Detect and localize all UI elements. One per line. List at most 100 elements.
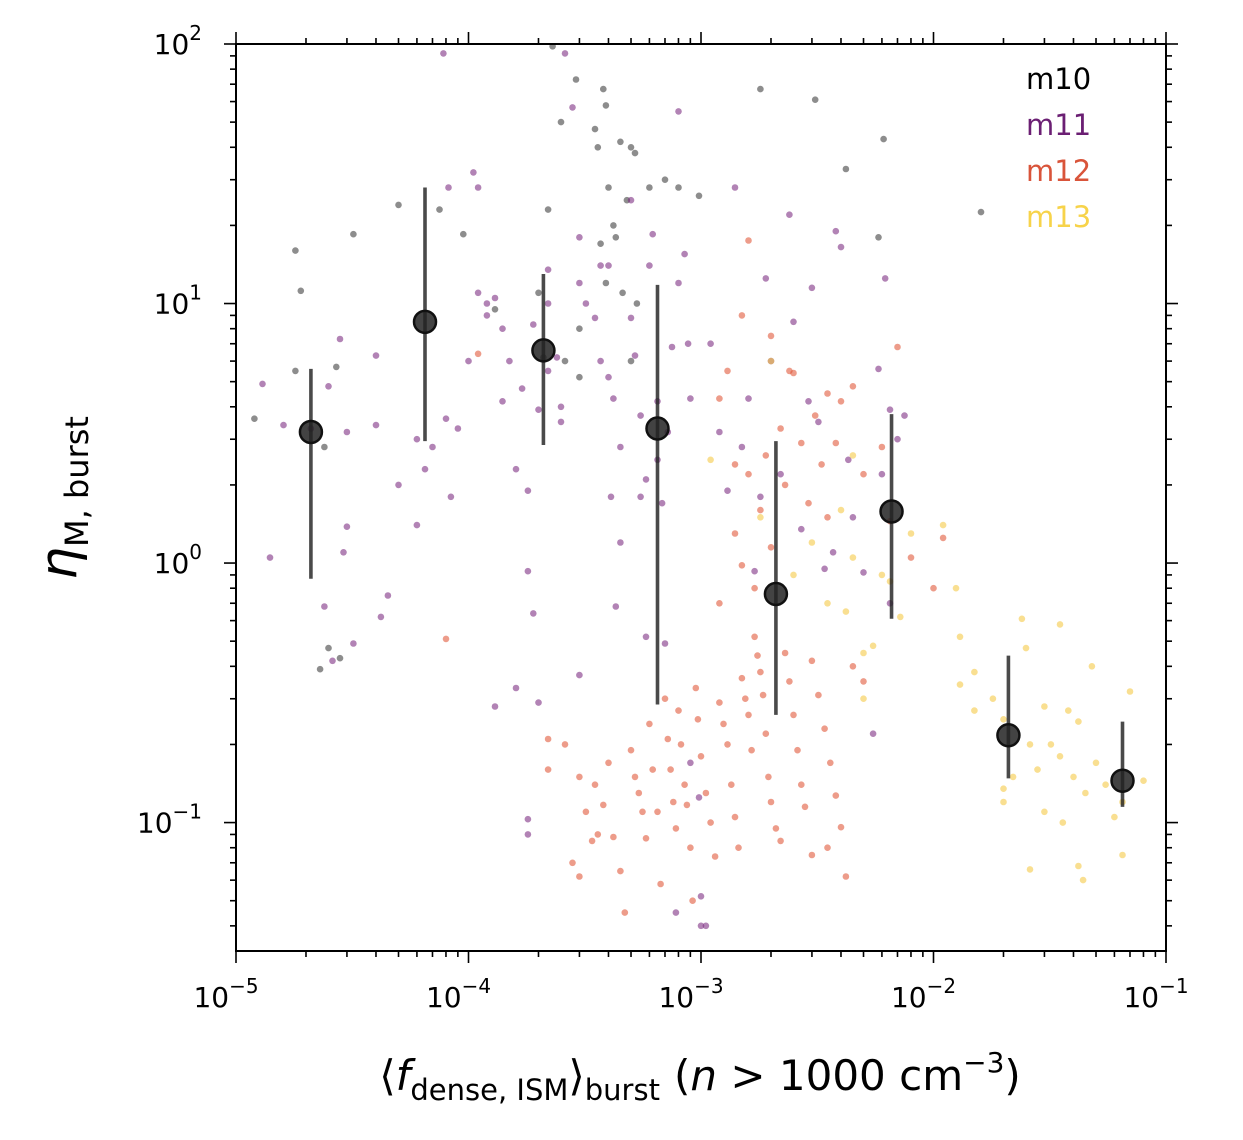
- point-m13: [1000, 785, 1007, 792]
- point-m11: [372, 421, 380, 429]
- point-m12: [832, 792, 840, 799]
- point-m12: [731, 461, 739, 468]
- point-m11: [343, 523, 351, 530]
- point-m11: [454, 425, 462, 432]
- point-m12: [745, 237, 752, 244]
- point-m13: [707, 456, 714, 464]
- point-m12: [569, 859, 576, 867]
- binned-errorbars: [298, 187, 1135, 807]
- point-m13: [1119, 851, 1126, 859]
- point-m12: [781, 649, 789, 657]
- point-m11: [372, 352, 380, 359]
- point-m12: [757, 506, 764, 514]
- point-m13: [1140, 777, 1147, 784]
- tick-base: 10: [154, 288, 190, 321]
- point-m10: [535, 289, 542, 297]
- point-m12: [672, 825, 680, 832]
- point-m11: [544, 266, 552, 274]
- point-m11: [395, 481, 402, 489]
- point-m13: [757, 514, 764, 521]
- point-m13: [1082, 789, 1089, 797]
- point-m11: [697, 893, 705, 900]
- point-m13: [1041, 808, 1048, 816]
- legend-entry-m11: m11: [1026, 108, 1091, 142]
- scatter-points: [251, 43, 1147, 930]
- point-m11: [687, 759, 694, 767]
- point-m12: [677, 741, 685, 748]
- point-m11: [777, 470, 784, 478]
- point-m12: [697, 753, 705, 760]
- point-m11: [731, 184, 739, 191]
- point-m11: [631, 352, 639, 359]
- point-m11: [798, 525, 805, 533]
- point-m12: [720, 720, 727, 728]
- point-m13: [1000, 798, 1007, 806]
- point-m11: [605, 373, 612, 381]
- point-m12: [777, 837, 784, 845]
- point-m11: [617, 539, 624, 546]
- point-m11: [440, 50, 447, 57]
- point-m10: [251, 415, 258, 423]
- point-m11: [672, 909, 680, 916]
- point-m13: [1102, 781, 1109, 788]
- point-m11: [675, 108, 682, 115]
- point-m12: [805, 499, 812, 507]
- point-m11: [790, 318, 797, 326]
- point-m13: [808, 539, 816, 546]
- point-m10: [610, 222, 617, 229]
- point-m11: [576, 234, 583, 241]
- point-m11: [881, 275, 889, 282]
- point-m13: [860, 695, 867, 702]
- point-m11: [512, 465, 520, 473]
- point-m12: [790, 711, 797, 719]
- point-m13: [1075, 718, 1082, 725]
- point-m12: [610, 833, 617, 841]
- x-axis-title-paren: (: [674, 1051, 690, 1100]
- point-m12: [808, 851, 816, 859]
- point-m12: [824, 514, 831, 521]
- point-m11: [470, 169, 477, 176]
- point-m10: [627, 357, 635, 365]
- point-m11: [499, 325, 506, 333]
- point-m12: [683, 801, 691, 809]
- point-m12: [811, 412, 819, 419]
- point-m11: [597, 262, 604, 269]
- point-m11: [849, 514, 857, 521]
- point-m12: [591, 781, 599, 788]
- point-m12: [878, 443, 886, 451]
- point-m12: [786, 367, 793, 375]
- point-m11: [491, 294, 499, 302]
- point-m12: [627, 746, 635, 754]
- point-m12: [801, 803, 809, 811]
- point-m12: [561, 741, 569, 748]
- point-m11: [524, 567, 532, 575]
- legend: m10 m11 m12 m13: [1026, 62, 1091, 234]
- point-m11: [474, 289, 482, 297]
- point-m10: [316, 665, 324, 673]
- point-m12: [731, 530, 739, 537]
- point-m11: [499, 398, 506, 405]
- point-m11: [875, 365, 882, 373]
- point-m11: [512, 684, 520, 692]
- y-tick-label: 102: [154, 21, 202, 61]
- tick-exponent: 1: [189, 281, 202, 305]
- point-m12: [824, 390, 831, 397]
- point-m12: [798, 781, 805, 788]
- point-m12: [767, 332, 775, 340]
- point-m10: [544, 206, 552, 213]
- point-m12: [757, 668, 764, 676]
- point-m12: [738, 312, 746, 319]
- point-m10: [811, 96, 819, 103]
- point-m11: [576, 279, 583, 287]
- point-m11: [697, 922, 705, 930]
- point-m12: [824, 844, 831, 851]
- point-m10: [395, 201, 402, 209]
- tick-exponent: −5: [229, 974, 258, 998]
- point-m13: [1126, 688, 1134, 695]
- point-m13: [837, 506, 845, 514]
- point-m11: [757, 493, 764, 501]
- point-m12: [664, 735, 672, 743]
- tick-base: 10: [891, 981, 927, 1014]
- point-m12: [657, 880, 664, 888]
